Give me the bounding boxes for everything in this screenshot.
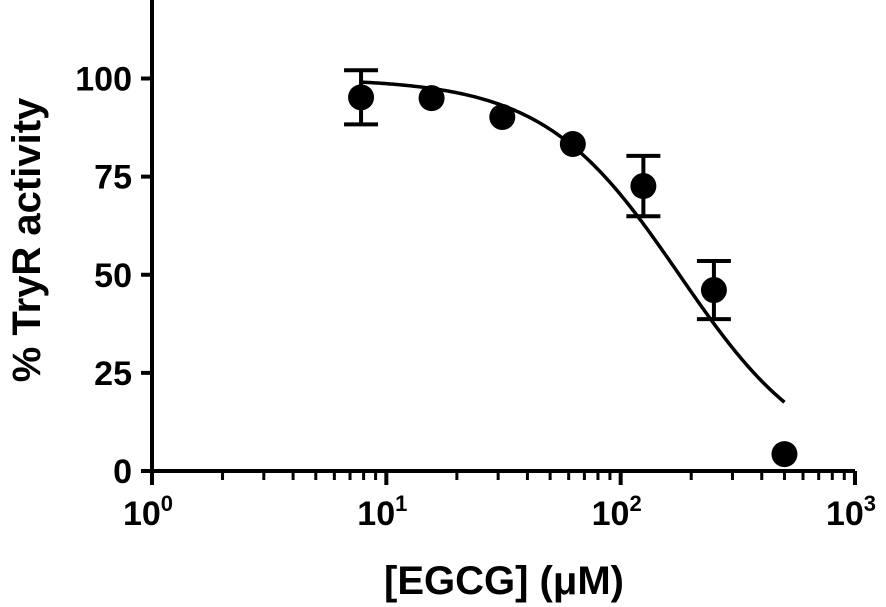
x-axis-title: [EGCG] (μM) [384, 559, 624, 603]
data-point [489, 103, 516, 130]
y-tick-label: 100 [75, 61, 132, 99]
x-tick-label: 102 [592, 491, 642, 533]
y-tick-label: 0 [113, 453, 132, 491]
data-point [418, 85, 445, 112]
axes [141, 0, 857, 485]
tick-labels-layer: 0 25 50 75 100 100 101 102 103 [75, 61, 876, 534]
y-tick-label: 25 [94, 355, 132, 393]
data-point [559, 131, 586, 158]
x-tick-label: 103 [826, 491, 876, 533]
x-tick-label: 100 [123, 491, 173, 533]
y-tick-label: 75 [94, 159, 132, 197]
data-point [630, 173, 657, 200]
y-tick-label: 50 [94, 257, 132, 295]
data-point [700, 277, 727, 304]
data-point [348, 84, 375, 111]
fit-curve-layer [360, 80, 786, 404]
data-points-layer [344, 68, 798, 468]
data-point [771, 441, 798, 468]
fit-curve [360, 80, 786, 404]
y-axis-title: % TryR activity [5, 97, 49, 382]
x-tick-label: 101 [357, 491, 407, 533]
